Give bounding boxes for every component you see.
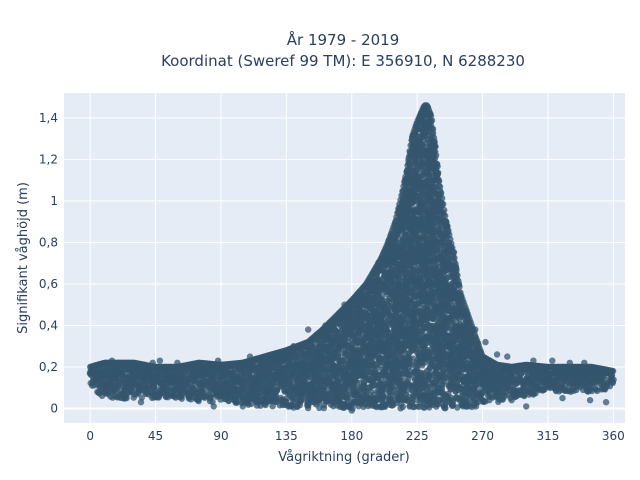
chart-title-line-1: År 1979 - 2019 [287, 30, 400, 49]
data-point [195, 397, 202, 405]
chart-title-line-2: Koordinat (Sweref 99 TM): E 356910, N 62… [161, 52, 525, 70]
data-point [138, 394, 145, 401]
data-point [247, 400, 255, 408]
data-points [86, 102, 617, 414]
data-point [128, 385, 135, 393]
data-point [233, 399, 241, 406]
data-point [399, 403, 407, 411]
